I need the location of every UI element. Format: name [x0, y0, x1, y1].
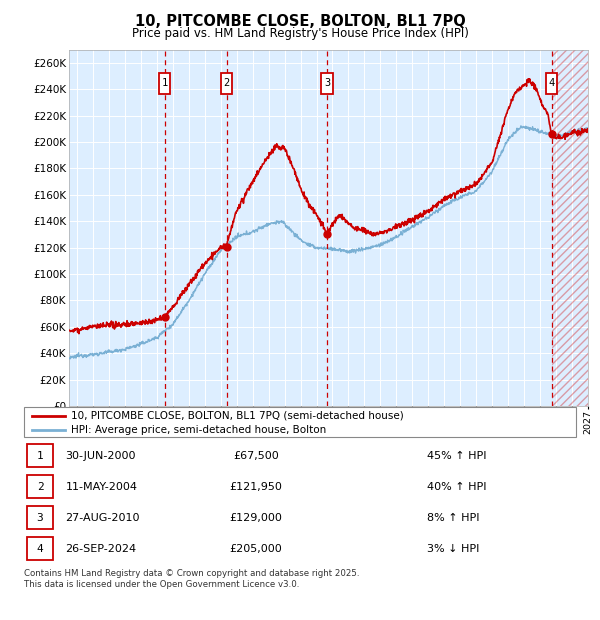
- FancyBboxPatch shape: [27, 506, 53, 529]
- Text: Contains HM Land Registry data © Crown copyright and database right 2025.
This d: Contains HM Land Registry data © Crown c…: [24, 569, 359, 588]
- Text: 2: 2: [37, 482, 43, 492]
- Text: 30-JUN-2000: 30-JUN-2000: [65, 451, 136, 461]
- FancyBboxPatch shape: [547, 73, 557, 94]
- Text: £129,000: £129,000: [229, 513, 282, 523]
- FancyBboxPatch shape: [221, 73, 232, 94]
- Text: £205,000: £205,000: [229, 544, 282, 554]
- Text: 10, PITCOMBE CLOSE, BOLTON, BL1 7PQ: 10, PITCOMBE CLOSE, BOLTON, BL1 7PQ: [134, 14, 466, 29]
- Text: £121,950: £121,950: [229, 482, 282, 492]
- Text: Price paid vs. HM Land Registry's House Price Index (HPI): Price paid vs. HM Land Registry's House …: [131, 27, 469, 40]
- Text: 26-SEP-2024: 26-SEP-2024: [65, 544, 137, 554]
- Text: 8% ↑ HPI: 8% ↑ HPI: [427, 513, 479, 523]
- Text: 1: 1: [37, 451, 43, 461]
- FancyBboxPatch shape: [159, 73, 170, 94]
- Text: 4: 4: [37, 544, 43, 554]
- Text: 2: 2: [223, 79, 230, 89]
- Text: 3% ↓ HPI: 3% ↓ HPI: [427, 544, 479, 554]
- Text: HPI: Average price, semi-detached house, Bolton: HPI: Average price, semi-detached house,…: [71, 425, 326, 435]
- Text: £67,500: £67,500: [233, 451, 279, 461]
- FancyBboxPatch shape: [27, 475, 53, 498]
- Text: 40% ↑ HPI: 40% ↑ HPI: [427, 482, 487, 492]
- FancyBboxPatch shape: [27, 537, 53, 560]
- Text: 3: 3: [324, 79, 330, 89]
- Text: 11-MAY-2004: 11-MAY-2004: [65, 482, 137, 492]
- FancyBboxPatch shape: [24, 407, 576, 437]
- Bar: [552, 50, 588, 406]
- Text: 1: 1: [161, 79, 168, 89]
- Text: 27-AUG-2010: 27-AUG-2010: [65, 513, 140, 523]
- Text: 10, PITCOMBE CLOSE, BOLTON, BL1 7PQ (semi-detached house): 10, PITCOMBE CLOSE, BOLTON, BL1 7PQ (sem…: [71, 410, 404, 421]
- Text: 4: 4: [549, 79, 555, 89]
- FancyBboxPatch shape: [322, 73, 332, 94]
- Text: 45% ↑ HPI: 45% ↑ HPI: [427, 451, 487, 461]
- FancyBboxPatch shape: [27, 444, 53, 467]
- Text: 3: 3: [37, 513, 43, 523]
